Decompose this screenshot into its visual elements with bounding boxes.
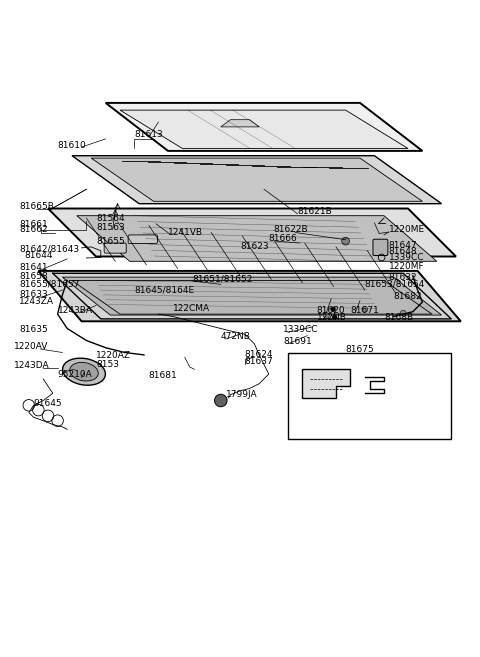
Text: 81642/81643: 81642/81643 [19,244,79,254]
Text: 81622B: 81622B [274,225,308,235]
Text: 81632: 81632 [389,273,418,282]
Text: 1243ZA: 1243ZA [19,298,54,307]
Text: 1220AZ: 1220AZ [96,351,131,360]
Text: 95210A: 95210A [58,371,92,380]
FancyBboxPatch shape [128,235,157,244]
Text: 81655: 81655 [96,237,125,246]
Text: 1799JA: 1799JA [226,390,257,399]
Text: 81651/81652: 81651/81652 [192,275,252,283]
Text: 81675: 81675 [346,344,374,353]
Circle shape [215,394,227,407]
Text: 81613: 81613 [134,131,163,139]
Circle shape [362,306,368,312]
Text: 81623: 81623 [240,242,269,251]
Polygon shape [106,103,422,151]
Text: 472NB: 472NB [221,332,251,341]
Text: 1243BA: 1243BA [58,306,93,315]
Text: 81655/81657: 81655/81657 [19,279,80,288]
Polygon shape [62,277,442,315]
Text: 81621B: 81621B [298,207,332,216]
Text: 1241VB: 1241VB [168,228,203,237]
Text: 1339CC: 1339CC [389,253,424,262]
Text: 81682: 81682 [394,292,422,301]
Text: 81641: 81641 [19,263,48,272]
Circle shape [342,237,349,245]
Text: 1220MF: 1220MF [389,262,424,271]
Text: 81666: 81666 [269,234,298,243]
Text: 81671: 81671 [350,306,379,315]
Text: 122CMA: 122CMA [173,304,210,313]
Text: 81665B: 81665B [19,202,54,212]
Text: 1243DA: 1243DA [14,361,50,370]
Text: 1339CC: 1339CC [283,325,319,334]
Polygon shape [221,120,259,127]
Polygon shape [38,271,461,321]
Text: 81637: 81637 [245,357,274,365]
Bar [288,353,451,439]
FancyBboxPatch shape [373,239,388,256]
Text: 81563: 81563 [96,223,125,232]
Polygon shape [91,158,422,201]
Text: 122NB: 122NB [317,313,347,322]
Polygon shape [48,208,456,256]
Text: 81653/81654: 81653/81654 [365,279,425,288]
Text: 81635: 81635 [19,325,48,334]
Text: 91645: 91645 [34,399,62,408]
Circle shape [324,313,329,319]
Polygon shape [72,156,442,204]
Ellipse shape [70,363,98,381]
Text: 81645/8164E: 81645/8164E [134,286,194,295]
FancyBboxPatch shape [104,243,126,253]
Text: 8168B: 8168B [384,313,413,322]
Circle shape [331,307,336,311]
Text: 81647: 81647 [389,241,418,250]
Text: 81662: 81662 [19,225,48,235]
Ellipse shape [62,358,106,385]
Text: 81564: 81564 [96,214,125,223]
Polygon shape [120,110,408,148]
Text: 81633: 81633 [19,290,48,300]
Text: 81681: 81681 [149,371,178,380]
Text: 8153: 8153 [96,360,119,369]
Polygon shape [77,215,437,261]
Text: 81624: 81624 [245,350,273,359]
Text: 81648: 81648 [389,246,418,256]
Polygon shape [302,369,350,398]
Text: 1220AV: 1220AV [14,342,49,351]
Text: 81661: 81661 [19,219,48,229]
Text: 81620: 81620 [317,306,346,315]
Circle shape [400,310,406,316]
Text: 81610: 81610 [58,141,86,150]
Text: 81644: 81644 [24,251,52,260]
Text: 1220ME: 1220ME [389,225,425,235]
Circle shape [332,315,337,320]
Text: 81691: 81691 [283,337,312,346]
Text: 81658: 81658 [19,272,48,281]
